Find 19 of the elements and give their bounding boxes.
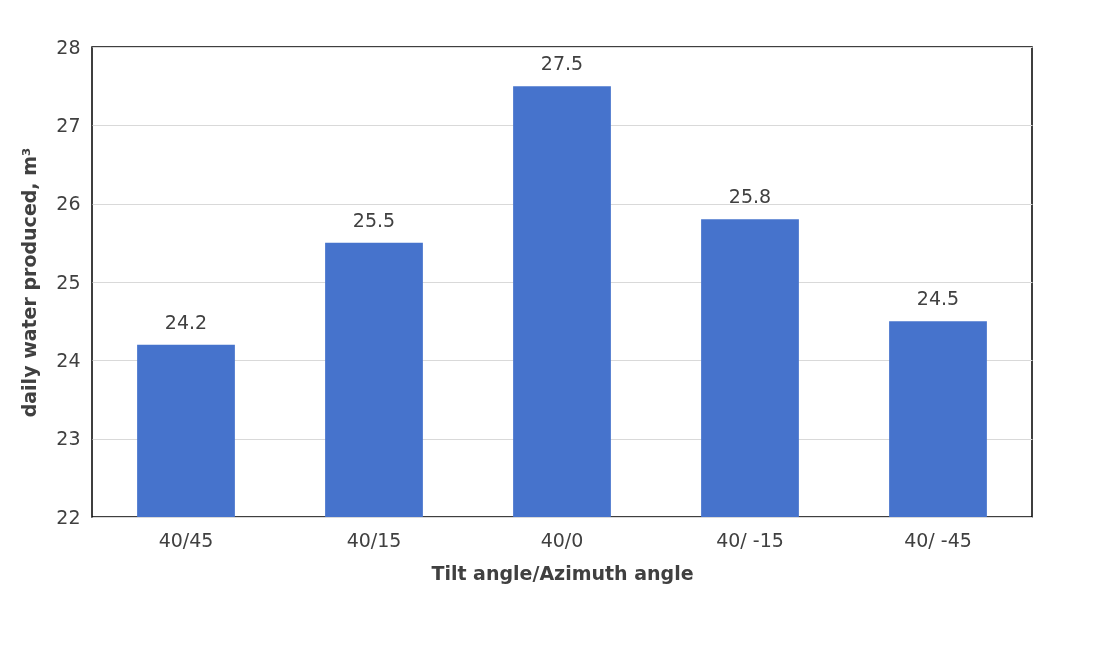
x-tick-label: 40/0 xyxy=(540,528,584,551)
y-tick-label: 24 xyxy=(56,348,81,371)
x-tick-label: 40/ -15 xyxy=(716,528,784,551)
x-tick-label: 40/ -45 xyxy=(904,528,972,551)
x-axis-title: Tilt angle/Azimuth angle xyxy=(431,561,694,584)
y-axis-title: daily water produced, m³ xyxy=(18,147,41,418)
data-label: 27.5 xyxy=(540,52,584,75)
data-label: 25.5 xyxy=(352,208,396,231)
data-label: 24.2 xyxy=(164,310,208,333)
y-tick-label: 22 xyxy=(56,505,81,528)
x-tick-label: 40/45 xyxy=(158,528,214,551)
y-tick-label: 27 xyxy=(56,113,81,136)
y-tick-label: 26 xyxy=(56,192,81,215)
data-label: 24.5 xyxy=(916,287,960,310)
x-tick-label: 40/15 xyxy=(346,528,402,551)
y-tick-label: 28 xyxy=(56,35,81,58)
y-tick-label: 23 xyxy=(56,427,81,450)
data-label: 25.8 xyxy=(728,185,772,208)
y-tick-label: 25 xyxy=(56,270,81,293)
